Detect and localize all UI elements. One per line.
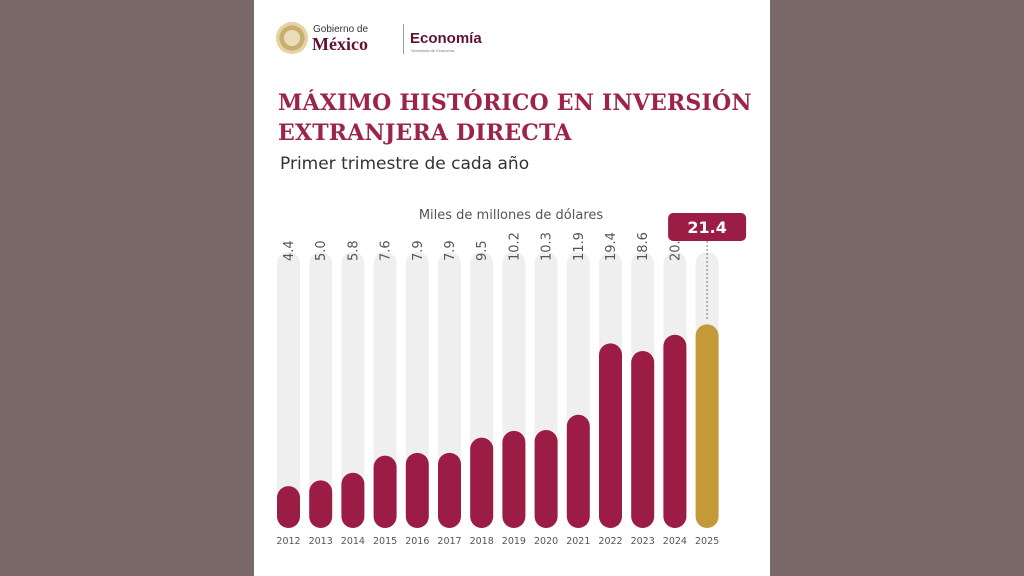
data-label: 9.5 <box>475 240 490 261</box>
data-label: 7.9 <box>411 240 426 261</box>
bar <box>566 414 590 528</box>
infographic-card: Gobierno de México Economía Secretaría d… <box>254 0 770 576</box>
x-tick-label: 2023 <box>631 536 655 547</box>
data-label-highlight: 21.4 <box>687 218 726 237</box>
x-tick-label: 2015 <box>373 536 397 547</box>
logo-divider <box>403 24 404 54</box>
bar-track <box>341 252 365 528</box>
data-label: 19.4 <box>604 232 619 261</box>
bar <box>341 472 365 528</box>
x-tick-label: 2019 <box>502 536 526 547</box>
x-tick-label: 2020 <box>534 536 558 547</box>
x-tick-label: 2024 <box>663 536 687 547</box>
data-label: 4.4 <box>282 240 297 261</box>
x-tick-label: 2018 <box>470 536 494 547</box>
coat-of-arms-seal-icon <box>276 22 308 54</box>
bar-track <box>277 252 300 528</box>
x-tick-label: 2021 <box>566 536 590 547</box>
data-label: 10.2 <box>507 232 522 261</box>
bar <box>309 480 333 528</box>
gov-name: México <box>312 34 368 54</box>
x-tick-label: 2017 <box>437 536 461 547</box>
gov-prefix: Gobierno de <box>313 24 369 35</box>
bar <box>663 334 687 528</box>
unit-label: Miles de millones de dólares <box>419 208 604 223</box>
bar <box>599 343 622 528</box>
x-tick-label: 2025 <box>695 536 719 547</box>
highlight-callout <box>668 213 747 241</box>
chart-title: MÁXIMO HISTÓRICO EN INVERSIÓN EXTRANJERA… <box>278 90 752 146</box>
x-tick-label: 2013 <box>309 536 333 547</box>
data-label: 7.6 <box>379 240 394 261</box>
bar <box>695 324 719 528</box>
department-subtitle: Secretaría de Economía <box>411 48 455 53</box>
bar-chart: Miles de millones de dólares 2012 4.4 2013… <box>276 208 747 547</box>
x-tick-label: 2016 <box>405 536 429 547</box>
data-label: 7.9 <box>443 240 458 261</box>
data-label: 5.0 <box>314 240 329 261</box>
data-label: 10.3 <box>540 232 555 261</box>
bar <box>534 429 558 528</box>
chart-subtitle: Primer trimestre de cada año <box>280 154 530 174</box>
bar <box>470 437 494 528</box>
x-tick-label: 2012 <box>276 536 300 547</box>
bar <box>502 430 526 528</box>
data-label: 18.6 <box>636 232 651 261</box>
bar <box>631 350 655 528</box>
department-name: Economía <box>410 30 482 47</box>
x-tick-label: 2022 <box>598 536 622 547</box>
bar <box>438 452 461 528</box>
x-tick-label: 2014 <box>341 536 365 547</box>
bar <box>373 455 397 528</box>
bar <box>277 486 300 528</box>
bar-track <box>309 252 333 528</box>
data-label: 5.8 <box>346 240 361 261</box>
bar <box>405 452 429 528</box>
data-label: 11.9 <box>572 232 587 261</box>
